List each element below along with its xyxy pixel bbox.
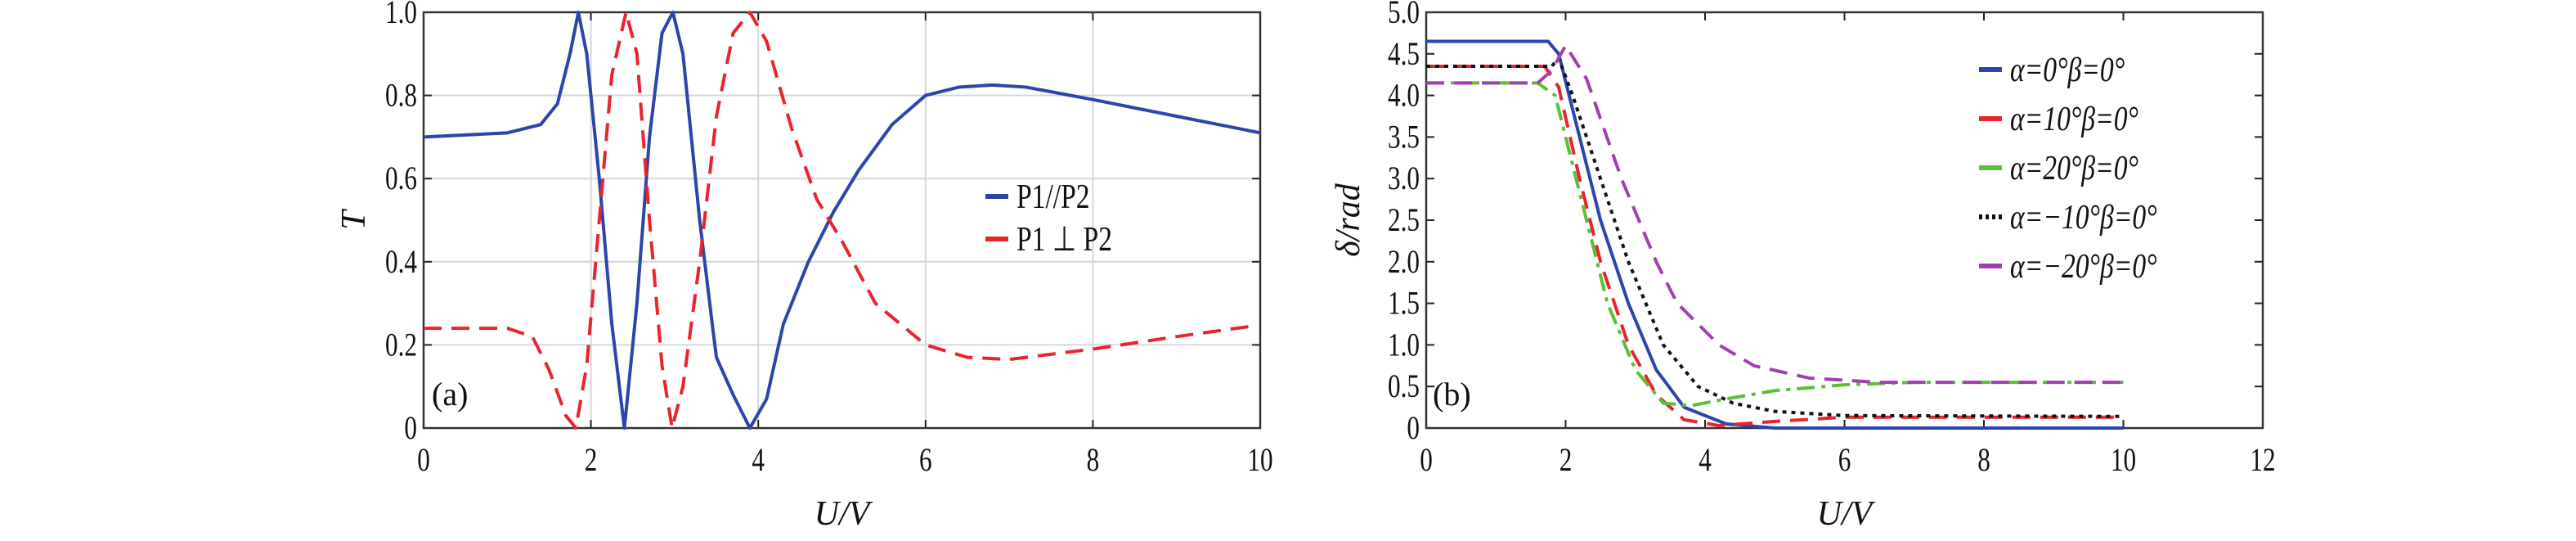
legend-label-0: P1//P2 (1016, 178, 1090, 216)
y-tick-label: 0.8 (385, 77, 417, 114)
x-tick-label: 6 (1838, 441, 1851, 478)
x-tick-label: 0 (417, 441, 430, 478)
x-tick-label: 4 (1699, 441, 1712, 478)
y-tick-label: 3.5 (1388, 119, 1420, 156)
series-line-2 (1426, 81, 2124, 408)
y-tick-label: 3.0 (1388, 160, 1420, 197)
plot-frame (422, 11, 1262, 430)
legend-label-0: α=0°β=0° (2010, 52, 2125, 89)
chart-panel-a: 0 2 4 6 8 10 0 0.2 0.4 0.6 0.8 1.0 P1//P2 P1 ⊥ P2 (a) U… (335, 0, 1273, 533)
y-axis-label: δ/rad (1330, 183, 1367, 257)
y-tick-label: 4.0 (1388, 77, 1420, 114)
y-tick-label: 2.5 (1388, 201, 1420, 238)
y-tick-label: 0 (1407, 409, 1420, 446)
legend-label-1: P1 ⊥ P2 (1016, 221, 1112, 259)
legend-label-1: α=10°β=0° (2010, 101, 2138, 138)
x-tick-label: 10 (2111, 441, 2136, 478)
series-line-1 (424, 11, 1253, 430)
series-line-0 (423, 11, 1261, 430)
y-tick-label: 1.5 (1388, 285, 1420, 322)
y-tick-label: 5.0 (1388, 0, 1420, 30)
chart-panel-b: 0 2 4 6 8 10 12 0 0.5 1.0 1.5 2.0 2.5 3.0 3.5 4.0 4.5 5.0… (1330, 0, 2276, 533)
y-tick-label: 0.4 (385, 243, 417, 280)
legend-label-2: α=20°β=0° (2010, 150, 2138, 187)
x-axis-label: U/V (1817, 495, 1876, 533)
x-tick-label: 2 (1560, 441, 1573, 478)
y-tick-label: 2.0 (1388, 243, 1420, 280)
x-tick-label: 8 (1087, 441, 1100, 478)
panel-label: (a) (432, 376, 468, 413)
y-tick-label: 0.5 (1388, 368, 1420, 405)
y-tick-label: 1.0 (1388, 327, 1420, 363)
x-tick-label: 2 (585, 441, 598, 478)
x-axis-label: U/V (815, 495, 873, 533)
x-tick-label: 12 (2250, 441, 2275, 478)
x-tick-label: 4 (752, 441, 765, 478)
y-tick-label: 0 (404, 409, 417, 446)
series-line-4 (1426, 43, 2124, 385)
legend-label-4: α=−20°β=0° (2010, 248, 2157, 286)
y-tick-label: 4.5 (1388, 35, 1420, 72)
x-tick-label: 0 (1420, 441, 1433, 478)
x-tick-label: 8 (1977, 441, 1990, 478)
x-tick-label: 10 (1247, 441, 1272, 478)
series-line-1 (1426, 65, 2124, 427)
y-tick-label: 1.0 (385, 0, 417, 30)
y-axis-label: T (335, 209, 373, 230)
x-tick-label: 6 (919, 441, 932, 478)
legend-label-3: α=−10°β=0° (2010, 199, 2157, 237)
y-tick-label: 0.6 (385, 160, 417, 197)
panel-label: (b) (1433, 376, 1471, 413)
y-tick-label: 0.2 (385, 327, 417, 363)
